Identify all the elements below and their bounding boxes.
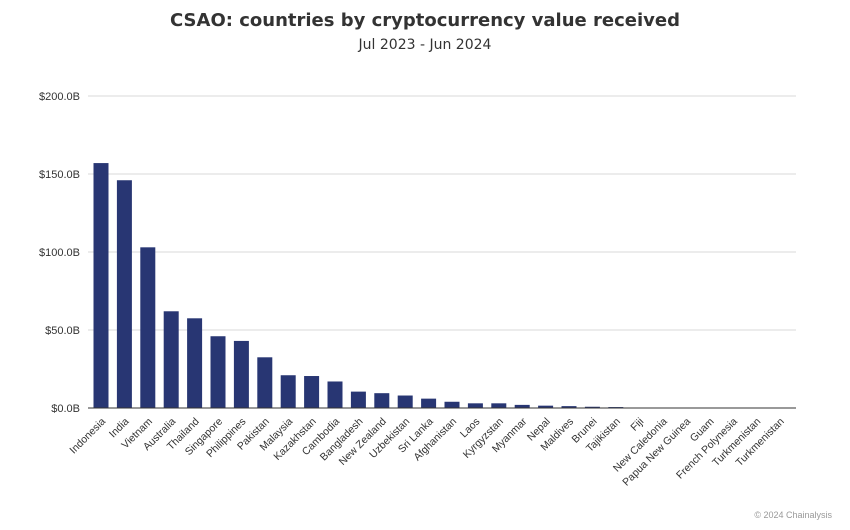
- bar: [561, 406, 577, 408]
- bar: [350, 391, 366, 408]
- y-tick-label: $150.0B: [39, 169, 80, 181]
- bar: [584, 406, 600, 408]
- bar: [397, 395, 413, 408]
- bar: [374, 393, 390, 408]
- bar: [116, 180, 132, 408]
- bar: [140, 247, 156, 408]
- bar: [257, 357, 273, 408]
- bar: [491, 403, 507, 408]
- bar: [187, 318, 203, 408]
- x-tick-label: Indonesia: [67, 416, 108, 457]
- bar: [444, 401, 460, 408]
- bar: [163, 311, 179, 408]
- bar: [421, 398, 437, 408]
- bar: [514, 404, 530, 408]
- bar: [327, 381, 343, 408]
- y-tick-label: $100.0B: [39, 247, 80, 259]
- chart-subtitle: Jul 2023 - Jun 2024: [358, 37, 492, 53]
- chart-title: CSAO: countries by cryptocurrency value …: [170, 10, 680, 31]
- bar: [304, 376, 320, 408]
- bar: [280, 375, 296, 408]
- y-tick-label: $0.0B: [51, 403, 80, 415]
- bar: [93, 163, 109, 408]
- bar: [233, 340, 249, 408]
- bar: [467, 403, 483, 408]
- y-tick-label: $50.0B: [45, 325, 80, 337]
- bar: [538, 405, 554, 408]
- y-tick-label: $200.0B: [39, 91, 80, 103]
- bar: [210, 336, 226, 408]
- x-tick-label: Fiji: [628, 416, 646, 434]
- source-credit: © 2024 Chainalysis: [754, 510, 832, 520]
